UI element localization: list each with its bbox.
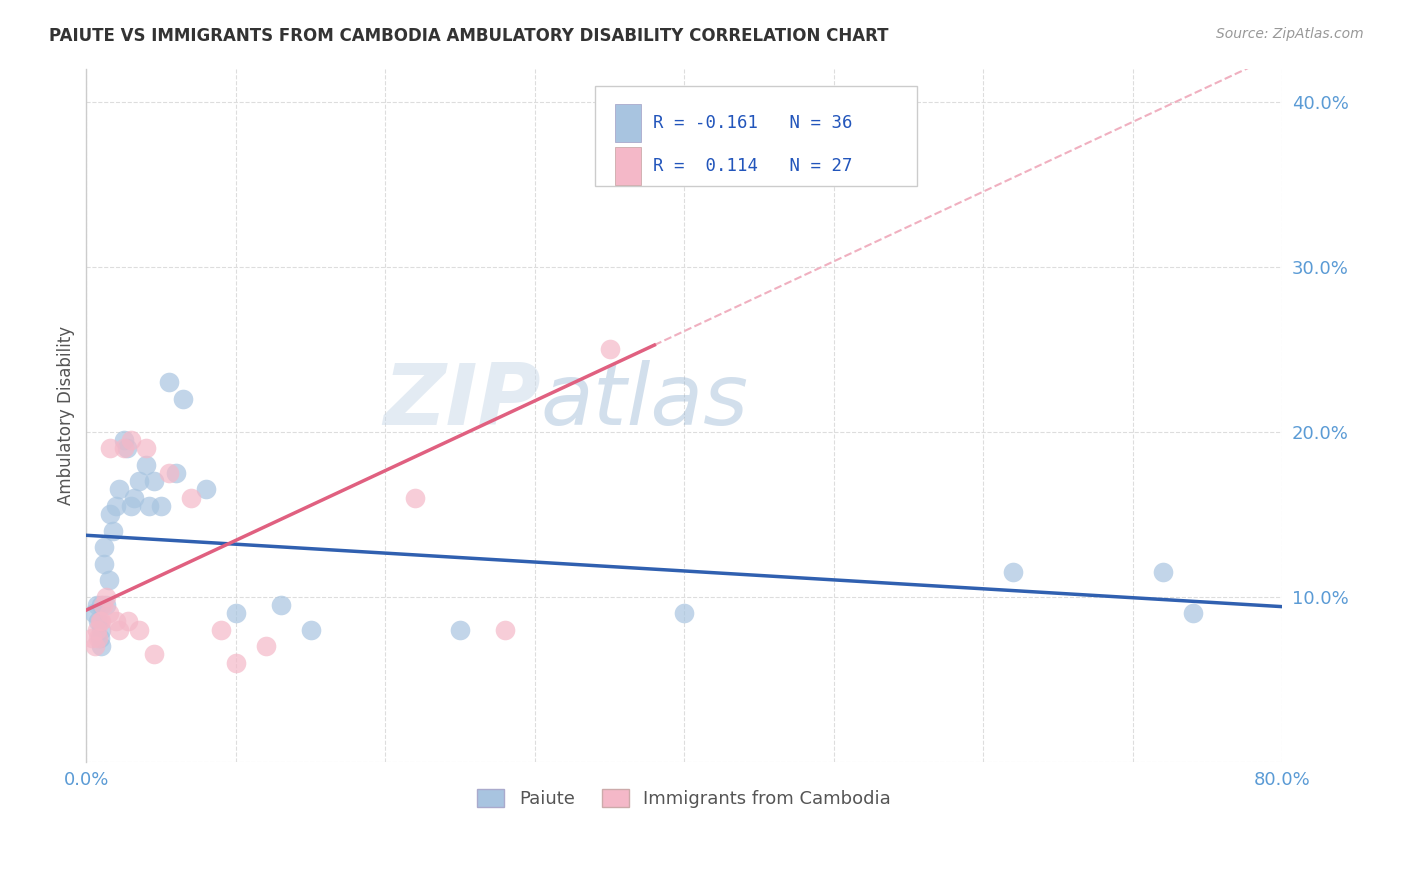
Point	[117, 615, 139, 629]
Point	[138, 499, 160, 513]
Point	[97, 573, 120, 587]
Point	[120, 433, 142, 447]
Point	[270, 598, 292, 612]
Point	[128, 474, 150, 488]
Point	[105, 499, 128, 513]
Point	[90, 615, 112, 629]
Point	[108, 623, 131, 637]
Point	[89, 615, 111, 629]
Point	[89, 631, 111, 645]
Point	[299, 623, 322, 637]
Point	[120, 499, 142, 513]
Text: PAIUTE VS IMMIGRANTS FROM CAMBODIA AMBULATORY DISABILITY CORRELATION CHART: PAIUTE VS IMMIGRANTS FROM CAMBODIA AMBUL…	[49, 27, 889, 45]
FancyBboxPatch shape	[614, 103, 641, 142]
Point	[112, 441, 135, 455]
Point	[98, 507, 121, 521]
Point	[142, 648, 165, 662]
Point	[91, 598, 114, 612]
FancyBboxPatch shape	[595, 86, 918, 186]
Text: Source: ZipAtlas.com: Source: ZipAtlas.com	[1216, 27, 1364, 41]
Point	[225, 656, 247, 670]
Point	[673, 606, 696, 620]
Point	[1002, 565, 1025, 579]
Point	[180, 491, 202, 505]
Point	[115, 441, 138, 455]
Y-axis label: Ambulatory Disability: Ambulatory Disability	[58, 326, 75, 505]
Point	[97, 606, 120, 620]
Point	[599, 342, 621, 356]
Point	[83, 606, 105, 620]
Point	[82, 631, 104, 645]
Point	[194, 483, 217, 497]
Point	[135, 458, 157, 472]
Text: R = -0.161   N = 36: R = -0.161 N = 36	[654, 113, 852, 132]
Point	[643, 128, 665, 142]
Point	[172, 392, 194, 406]
Point	[87, 615, 110, 629]
Text: R =  0.114   N = 27: R = 0.114 N = 27	[654, 157, 852, 175]
Point	[157, 375, 180, 389]
Point	[94, 590, 117, 604]
FancyBboxPatch shape	[614, 146, 641, 185]
Point	[165, 466, 187, 480]
Point	[404, 491, 426, 505]
Point	[254, 639, 277, 653]
Point	[90, 598, 112, 612]
Point	[1152, 565, 1174, 579]
Point	[98, 441, 121, 455]
Legend: Paiute, Immigrants from Cambodia: Paiute, Immigrants from Cambodia	[470, 781, 898, 815]
Point	[157, 466, 180, 480]
Point	[86, 598, 108, 612]
Point	[93, 557, 115, 571]
Point	[108, 483, 131, 497]
Point	[87, 631, 110, 645]
Point	[90, 623, 112, 637]
Point	[93, 540, 115, 554]
Point	[122, 491, 145, 505]
Point	[94, 598, 117, 612]
Point	[135, 441, 157, 455]
Point	[494, 623, 516, 637]
Point	[112, 433, 135, 447]
Point	[86, 623, 108, 637]
Point	[209, 623, 232, 637]
Point	[449, 623, 471, 637]
Point	[84, 639, 107, 653]
Point	[225, 606, 247, 620]
Point	[1181, 606, 1204, 620]
Point	[90, 639, 112, 653]
Point	[105, 615, 128, 629]
Point	[142, 474, 165, 488]
Text: atlas: atlas	[541, 359, 749, 442]
Point	[103, 524, 125, 538]
Text: ZIP: ZIP	[382, 359, 541, 442]
Point	[128, 623, 150, 637]
Point	[150, 499, 173, 513]
